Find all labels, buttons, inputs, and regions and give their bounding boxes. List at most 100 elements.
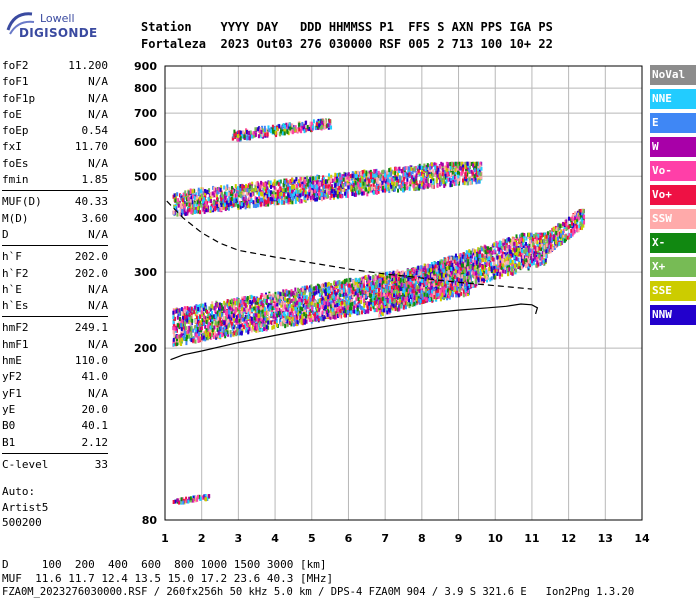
echo-mark: [500, 265, 503, 270]
echo-mark: [444, 277, 447, 282]
echo-mark: [469, 278, 472, 283]
echo-mark: [540, 247, 543, 252]
echo-mark: [534, 235, 537, 240]
echo-mark: [249, 310, 252, 315]
echo-mark: [248, 297, 251, 302]
echo-mark: [431, 289, 434, 294]
echo-mark: [259, 295, 262, 300]
echo-mark: [347, 297, 350, 302]
echo-mark: [260, 301, 263, 306]
echo-mark: [323, 295, 326, 300]
echo-mark: [541, 250, 544, 255]
echo-mark: [446, 288, 449, 293]
echo-mark: [257, 313, 260, 318]
echo-mark: [493, 242, 496, 247]
echo-mark: [290, 304, 293, 309]
echo-mark: [423, 299, 426, 304]
echo-mark: [275, 323, 278, 328]
echo-mark: [360, 295, 363, 300]
echo-mark: [400, 296, 403, 301]
echo-mark: [463, 269, 466, 274]
echo-mark: [457, 278, 460, 283]
echo-mark: [412, 279, 415, 284]
echo-mark: [246, 304, 249, 309]
echo-mark: [388, 303, 391, 308]
echo-mark: [268, 293, 271, 298]
echo-mark: [418, 288, 421, 293]
echo-mark: [319, 287, 322, 292]
echo-mark: [515, 244, 518, 249]
echo-mark: [487, 270, 490, 275]
echo-mark: [514, 239, 517, 244]
echo-mark: [292, 297, 295, 302]
echo-mark: [211, 301, 214, 306]
echo-mark: [284, 304, 287, 309]
echo-mark: [446, 265, 449, 270]
echo-mark: [530, 255, 533, 260]
echo-mark: [358, 303, 361, 308]
echo-mark: [506, 265, 509, 270]
echo-mark: [486, 257, 489, 262]
echo-mark: [243, 307, 246, 312]
echo-mark: [342, 292, 345, 297]
echo-mark: [281, 291, 284, 296]
echo-mark: [175, 328, 178, 333]
echo-mark: [397, 285, 400, 290]
echo-mark: [451, 290, 454, 295]
echo-mark: [505, 244, 508, 249]
echo-mark: [315, 303, 318, 308]
x-tick-label: 1: [161, 532, 169, 545]
echo-mark: [301, 294, 304, 299]
echo-mark: [305, 300, 308, 305]
echo-mark: [175, 337, 178, 342]
plot-frame: [164, 65, 643, 521]
echo-mark: [504, 269, 507, 274]
echo-mark: [181, 323, 184, 328]
echo-mark: [335, 315, 338, 320]
echo-mark: [412, 273, 415, 278]
echo-mark: [236, 331, 239, 336]
echo-mark: [393, 284, 396, 289]
echo-mark: [419, 282, 422, 287]
echo-mark: [413, 286, 416, 291]
echo-mark: [330, 295, 333, 300]
echo-mark: [474, 255, 477, 260]
echo-mark: [259, 323, 262, 328]
echo-mark: [292, 320, 295, 325]
echo-mark: [254, 313, 257, 318]
echo-mark: [481, 281, 484, 286]
echo-mark: [305, 304, 308, 309]
echo-mark: [277, 311, 280, 316]
echo-mark: [200, 321, 203, 326]
echo-mark: [497, 269, 500, 274]
echo-mark: [472, 271, 475, 276]
echo-mark: [473, 265, 476, 270]
echo-mark: [540, 243, 543, 248]
echo-mark: [181, 337, 184, 342]
echo-mark: [413, 301, 416, 306]
echo-mark: [212, 334, 215, 339]
echo-mark: [494, 271, 497, 276]
echo-mark: [222, 309, 225, 314]
echo-mark: [489, 277, 492, 282]
echo-mark: [391, 277, 394, 282]
echo-mark: [379, 273, 382, 278]
echo-mark: [291, 307, 294, 312]
echo-mark: [324, 282, 327, 287]
echo-mark: [523, 232, 526, 237]
echo-mark: [327, 295, 330, 300]
echo-mark: [279, 309, 282, 314]
echo-mark: [286, 304, 289, 309]
echo-mark: [400, 272, 403, 277]
echo-mark: [464, 288, 467, 293]
echo-mark: [345, 289, 348, 294]
echo-mark: [490, 265, 493, 270]
echo-mark: [198, 328, 201, 333]
echo-mark: [222, 328, 225, 333]
echo-mark: [379, 297, 382, 302]
echo-mark: [351, 290, 354, 295]
echo-mark: [500, 254, 503, 259]
param-name: fxI: [2, 140, 22, 154]
echo-mark: [441, 268, 444, 273]
echo-mark: [197, 304, 200, 309]
